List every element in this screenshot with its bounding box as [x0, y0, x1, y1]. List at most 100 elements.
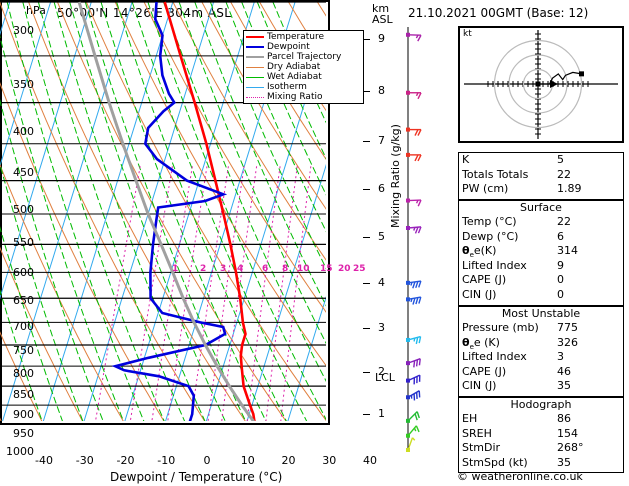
- isotherm-line: [0, 1, 52, 168]
- hodograph-plot[interactable]: kt: [458, 26, 624, 143]
- hodograph-trace: [538, 71, 582, 85]
- wind-barb: [406, 152, 422, 162]
- legend-label: Wet Adiabat: [267, 71, 322, 82]
- altitude-tick-mark: [363, 141, 370, 143]
- info-row: CAPE (J) 46: [459, 365, 623, 380]
- altitude-tick-mark: [363, 90, 370, 92]
- info-key: StmSpd (kt): [462, 455, 528, 469]
- hodograph-stats-rows: EH 86 SREH 154 StmDir 268° StmSpd (kt) 35: [459, 412, 623, 470]
- wind-barb: [406, 374, 421, 385]
- pressure-tick-label: 450: [13, 165, 34, 179]
- legend-color-swatch: [246, 66, 264, 68]
- info-value: 6: [557, 229, 564, 243]
- info-key: EH: [462, 412, 478, 425]
- station-coordinates: 50°00'N 14°26'E 304m ASL: [57, 6, 232, 20]
- info-row: Pressure (mb) 775: [459, 321, 623, 336]
- info-key: Lifted Index: [462, 350, 527, 363]
- legend-color-swatch: [246, 46, 264, 48]
- info-value: 5: [557, 153, 564, 166]
- info-row: Dewp (°C) 6: [459, 230, 623, 245]
- surface-parcel-box: Surface Temp (°C) 22 Dewp (°C) 6 θee(K) 314 Li…: [458, 200, 624, 306]
- mixing-ratio-label: 4: [237, 264, 244, 274]
- legend-item: Temperature: [246, 32, 361, 42]
- altitude-tick-mark: [363, 327, 370, 329]
- legend-label: Dewpoint: [267, 41, 310, 52]
- mixing-ratio-label: 3: [220, 264, 227, 274]
- info-value: 154: [557, 426, 578, 440]
- info-row: Totals Totals 22: [459, 168, 623, 183]
- temperature-tick-label: -40: [35, 454, 53, 467]
- wind-barb-column: [406, 27, 422, 452]
- altitude-tick-mark: [363, 414, 370, 416]
- copyright-footer: © weatheronline.co.uk: [457, 470, 583, 483]
- skewt-diagram[interactable]: [0, 0, 330, 425]
- info-value: 0: [557, 287, 564, 301]
- temperature-tick-label: -10: [157, 454, 176, 467]
- legend-color-swatch: [246, 76, 264, 78]
- pressure-tick-label: 550: [13, 235, 34, 249]
- info-row: Temp (°C) 22: [459, 215, 623, 230]
- pressure-tick-label: 850: [13, 388, 34, 402]
- info-value: 3: [557, 350, 564, 363]
- info-row: θee(K) 314: [459, 244, 623, 259]
- pressure-tick-label: 500: [13, 202, 34, 216]
- legend-item: Isotherm: [246, 82, 361, 92]
- legend-color-swatch: [246, 56, 264, 58]
- wind-barb: [406, 90, 422, 100]
- info-row: SREH 154: [459, 427, 623, 442]
- mixing-ratio-line: [246, 166, 281, 421]
- altitude-tick-label: 4: [378, 275, 385, 289]
- info-key: K: [462, 153, 470, 166]
- wet-adiabat-line: [194, 1, 326, 307]
- wet-adiabat-line: [0, 162, 84, 421]
- hodograph-box-title: Hodograph: [510, 398, 572, 411]
- pressure-tick-label: 900: [13, 408, 34, 422]
- info-value: 268°: [557, 441, 584, 454]
- wet-adiabat-line: [116, 1, 287, 421]
- mixing-ratio-line: [265, 166, 298, 421]
- wet-adiabat-line: [131, 1, 308, 421]
- mixing-ratio-line: [190, 166, 229, 421]
- hodograph-ring: [508, 54, 568, 114]
- pressure-tick-label: 800: [13, 366, 34, 380]
- pressure-tick-label: 750: [13, 344, 34, 358]
- altitude-tick-mark: [363, 189, 370, 191]
- wind-barb: [406, 225, 422, 234]
- info-value: 0: [557, 273, 564, 286]
- most-unstable-parcel-box: Most Unstable Pressure (mb) 775 θee (K) 326…: [458, 306, 624, 397]
- info-value: 775: [557, 321, 578, 334]
- altitude-tick-label: 5: [378, 229, 385, 243]
- info-key: CAPE (J): [462, 364, 507, 378]
- temperature-tick-label: 30: [322, 454, 337, 467]
- info-key: Dewp (°C): [462, 229, 519, 243]
- storm-motion-arrow: [550, 80, 558, 88]
- legend-label: Parcel Trajectory: [267, 51, 342, 62]
- mixing-ratio-label: 15: [320, 264, 333, 274]
- info-value: 326: [557, 335, 578, 349]
- wind-barb: [406, 358, 421, 368]
- x-axis-title: Dewpoint / Temperature (°C): [110, 470, 283, 484]
- wind-barb: [406, 425, 420, 438]
- wind-barb: [406, 390, 421, 401]
- altitude-unit-label: km ASL: [372, 3, 393, 25]
- altitude-tick-label: 7: [378, 134, 385, 148]
- mixing-ratio-label: 6: [262, 264, 269, 274]
- mixing-ratio-line: [280, 166, 312, 421]
- info-key: Lifted Index: [462, 258, 527, 272]
- altitude-tick-label: 8: [378, 83, 385, 97]
- altitude-tick-label: 9: [378, 32, 385, 46]
- legend-item: Wet Adiabat: [246, 72, 361, 82]
- pressure-tick-label: 650: [13, 294, 34, 308]
- legend-label: Mixing Ratio: [267, 91, 323, 102]
- legend-color-swatch: [246, 36, 264, 38]
- trace-dewpoint: [111, 1, 228, 421]
- plot-legend: Temperature Dewpoint Parcel Trajectory Dry …: [243, 30, 364, 104]
- temperature-tick-label: -20: [116, 454, 135, 467]
- info-value: 22: [557, 215, 571, 228]
- info-row: CIN (J) 35: [459, 379, 623, 394]
- trace-temperature: [163, 1, 256, 421]
- wet-adiabat-line: [100, 1, 267, 421]
- asl-label: ASL: [372, 13, 393, 26]
- info-value: 9: [557, 258, 564, 272]
- info-key: Totals Totals: [462, 167, 529, 181]
